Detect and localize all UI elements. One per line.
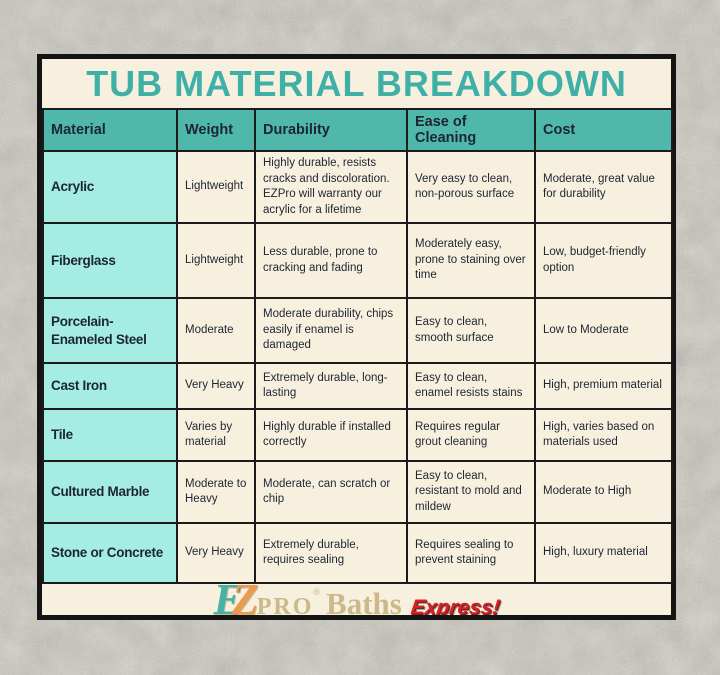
cell-durability: Highly durable, resists cracks and disco… — [254, 149, 408, 225]
cell-material: Porcelain-Enameled Steel — [42, 297, 178, 365]
cell-cost: Low, budget-friendly option — [534, 222, 673, 300]
column-header-cleaning: Ease of Cleaning — [406, 108, 536, 152]
cell-cost: High, premium material — [534, 362, 673, 411]
header-row: Material Weight Durability Ease of Clean… — [42, 108, 673, 152]
infographic-card: TUB MATERIAL BREAKDOWN Material Weight D… — [37, 54, 676, 620]
logo-baths-text: Baths — [326, 585, 402, 615]
cell-durability: Moderate, can scratch or chip — [254, 460, 408, 525]
cell-material: Cultured Marble — [42, 460, 178, 525]
table-row-cultured-marble: Cultured Marble Moderate to Heavy Modera… — [42, 460, 673, 525]
cell-cost: High, luxury material — [534, 522, 673, 585]
table-row-stone-or-concrete: Stone or Concrete Very Heavy Extremely d… — [42, 522, 673, 585]
logo-pro-text: PRO — [256, 593, 314, 615]
cell-material: Acrylic — [42, 149, 178, 225]
cell-cleaning: Requires sealing to prevent staining — [406, 522, 536, 585]
table-row-tile: Tile Varies by material Highly durable i… — [42, 408, 673, 463]
logo-band: E Z PRO ® Baths Express! — [42, 584, 671, 615]
cell-weight: Very Heavy — [176, 362, 256, 411]
table-row-fiberglass: Fiberglass Lightweight Less durable, pro… — [42, 222, 673, 300]
logo-letter-e: E — [213, 584, 243, 615]
column-header-cost: Cost — [534, 108, 673, 152]
cell-durability: Highly durable if installed correctly — [254, 408, 408, 463]
cell-durability: Extremely durable, long-lasting — [254, 362, 408, 411]
page-title: TUB MATERIAL BREAKDOWN — [86, 62, 627, 104]
cell-weight: Lightweight — [176, 222, 256, 300]
logo-letter-z: Z — [231, 584, 259, 615]
cell-weight: Moderate to Heavy — [176, 460, 256, 525]
column-header-weight: Weight — [176, 108, 256, 152]
cell-durability: Less durable, prone to cracking and fadi… — [254, 222, 408, 300]
table-row-cast-iron: Cast Iron Very Heavy Extremely durable, … — [42, 362, 673, 411]
logo-registered-mark: ® — [313, 586, 321, 597]
cell-material: Tile — [42, 408, 178, 463]
cell-cleaning: Easy to clean, enamel resists stains — [406, 362, 536, 411]
cell-cleaning: Easy to clean, smooth surface — [406, 297, 536, 365]
cell-cleaning: Requires regular grout cleaning — [406, 408, 536, 463]
column-header-material: Material — [42, 108, 178, 152]
title-band: TUB MATERIAL BREAKDOWN — [42, 59, 671, 108]
logo-express-text: Express! — [409, 595, 502, 615]
cell-weight: Moderate — [176, 297, 256, 365]
table-row-acrylic: Acrylic Lightweight Highly durable, resi… — [42, 149, 673, 225]
cell-cost: Moderate to High — [534, 460, 673, 525]
cell-durability: Moderate durability, chips easily if ena… — [254, 297, 408, 365]
cell-weight: Very Heavy — [176, 522, 256, 585]
cell-durability: Extremely durable, requires sealing — [254, 522, 408, 585]
materials-table: Material Weight Durability Ease of Clean… — [42, 108, 673, 585]
cell-material: Stone or Concrete — [42, 522, 178, 585]
cell-weight: Lightweight — [176, 149, 256, 225]
cell-cleaning: Easy to clean, resistant to mold and mil… — [406, 460, 536, 525]
cell-cleaning: Moderately easy, prone to staining over … — [406, 222, 536, 300]
cell-cost: Moderate, great value for durability — [534, 149, 673, 225]
column-header-durability: Durability — [254, 108, 408, 152]
cell-weight: Varies by material — [176, 408, 256, 463]
cell-cleaning: Very easy to clean, non-porous surface — [406, 149, 536, 225]
cell-cost: Low to Moderate — [534, 297, 673, 365]
cell-cost: High, varies based on materials used — [534, 408, 673, 463]
cell-material: Fiberglass — [42, 222, 178, 300]
cell-material: Cast Iron — [42, 362, 178, 411]
table-row-porcelain-enameled-steel: Porcelain-Enameled Steel Moderate Modera… — [42, 297, 673, 365]
ezpro-baths-express-logo: E Z PRO ® Baths Express! — [213, 584, 502, 615]
